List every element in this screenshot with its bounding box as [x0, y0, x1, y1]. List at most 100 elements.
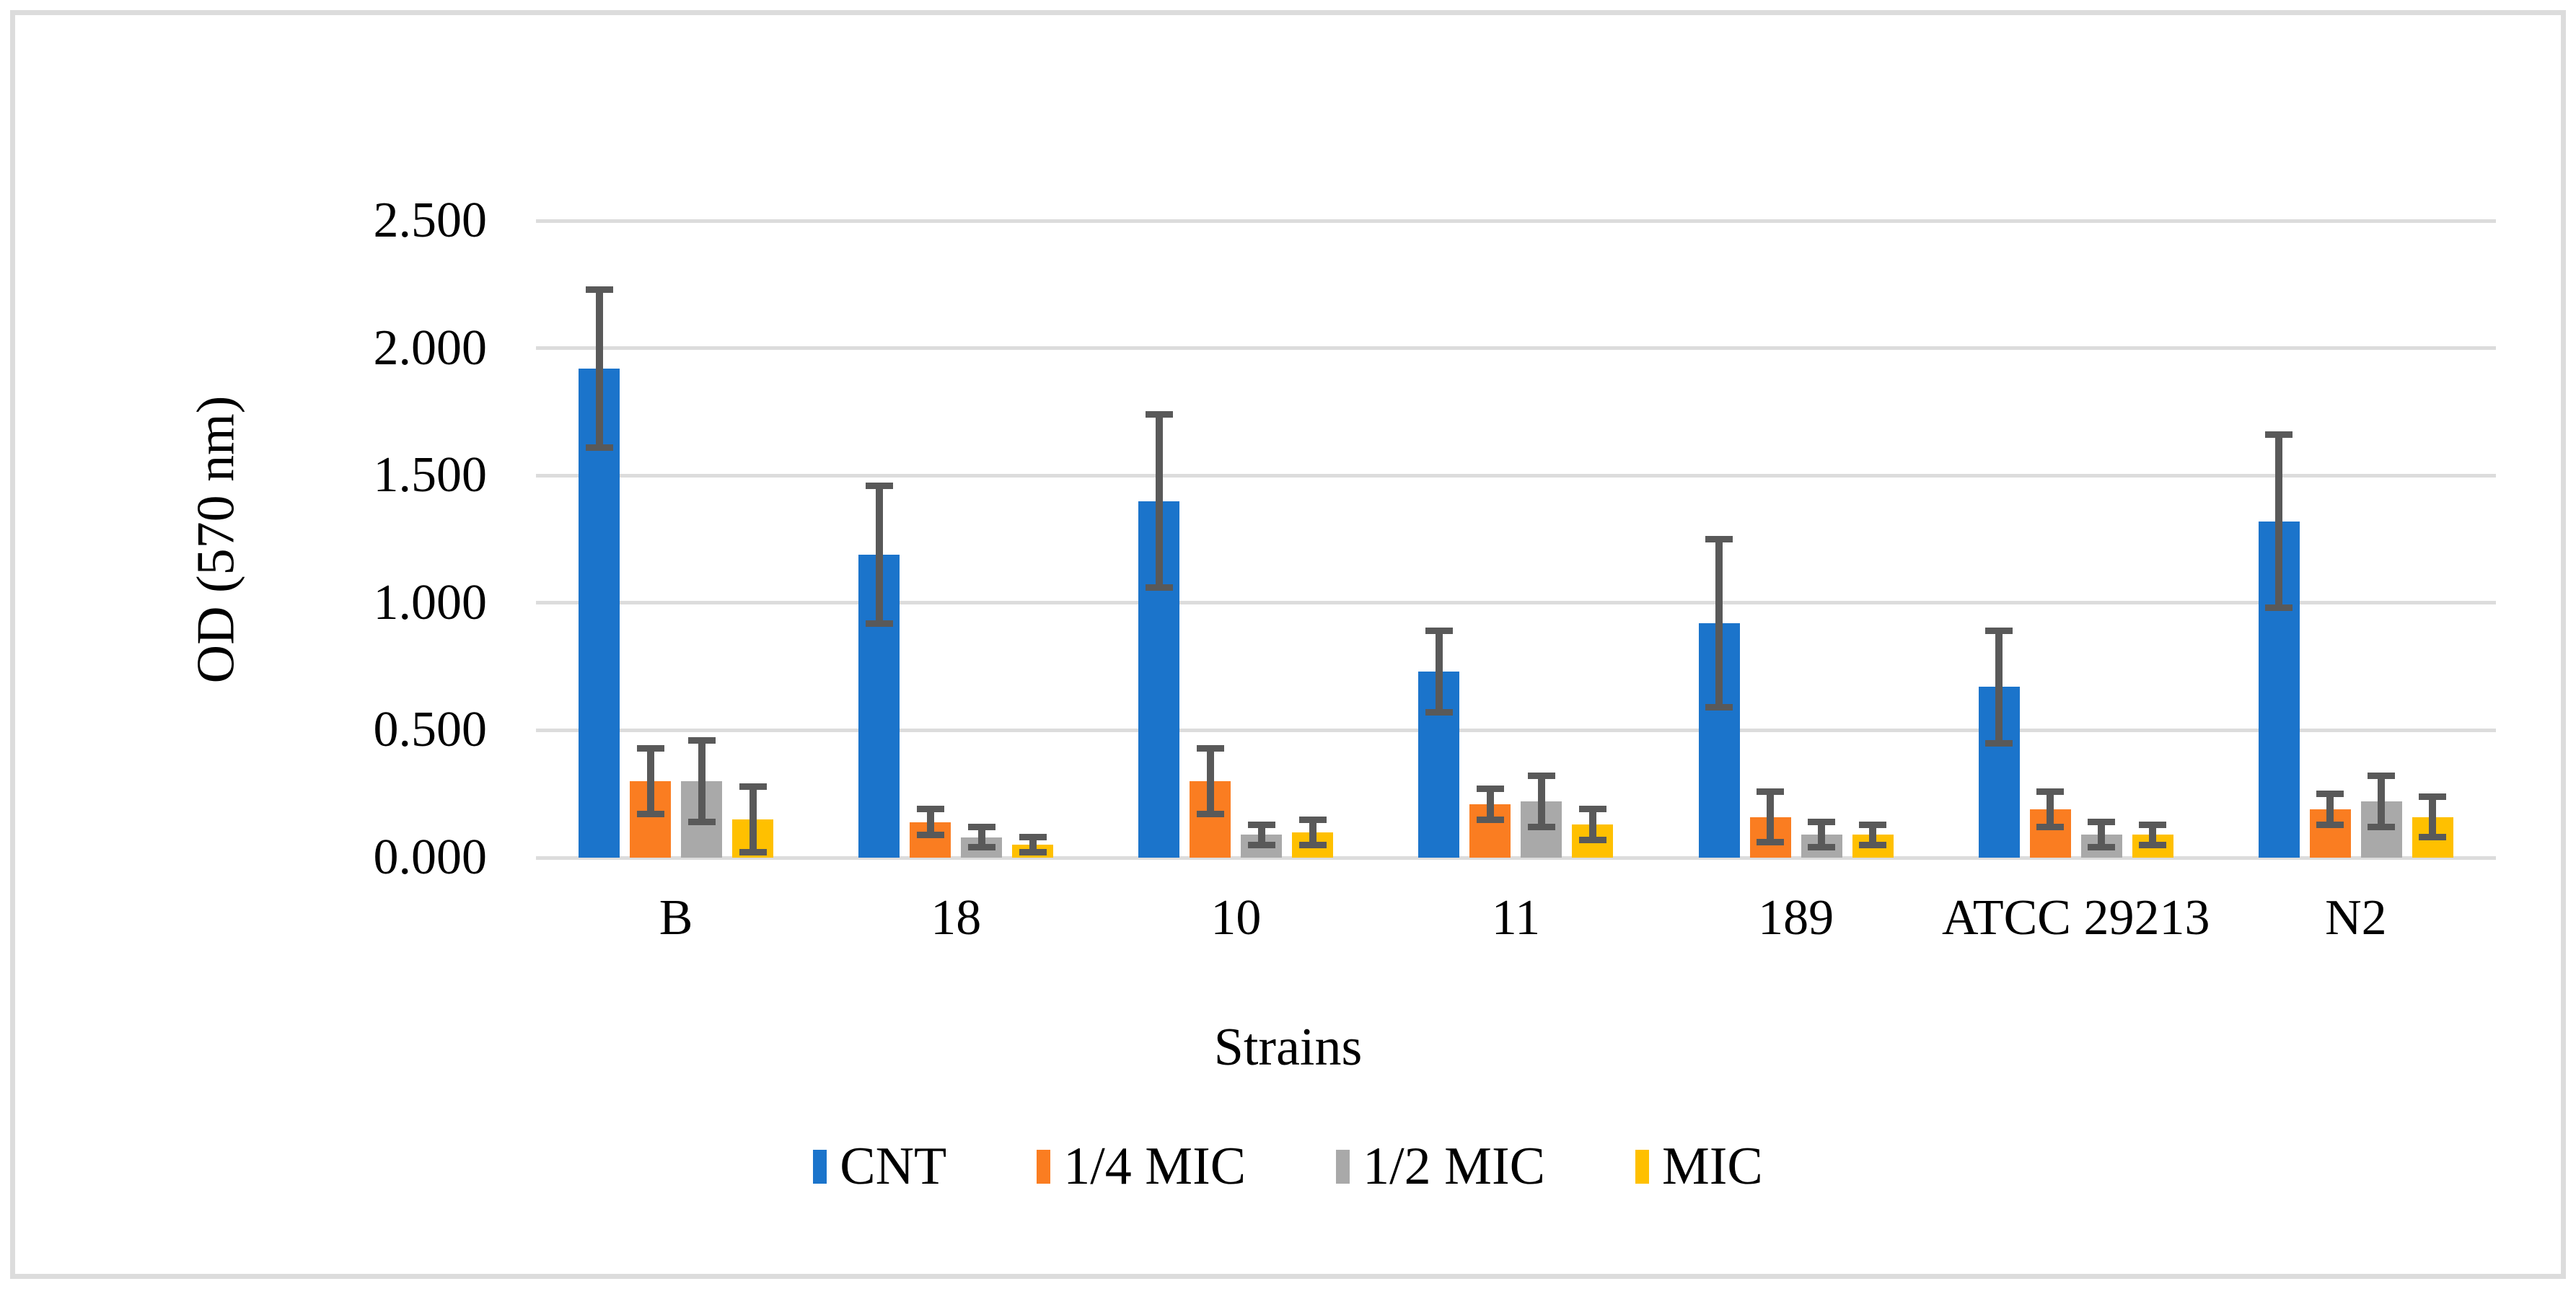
- error-bar: [1309, 819, 1316, 845]
- error-bar-bottom-cap: [739, 849, 767, 856]
- bar-slot: [2029, 221, 2071, 858]
- error-bar: [1206, 748, 1214, 814]
- error-bar: [1155, 414, 1163, 588]
- bar-slot: [681, 221, 723, 858]
- bar-slot: [1012, 221, 1054, 858]
- error-bar-bottom-cap: [2419, 834, 2447, 841]
- bar-slot: [1852, 221, 1894, 858]
- error-bar: [977, 827, 985, 848]
- error-bar-bottom-cap: [1578, 836, 1606, 843]
- error-bar-bottom-cap: [1196, 811, 1224, 818]
- legend-swatch: [1336, 1149, 1350, 1184]
- error-bar-bottom-cap: [2088, 844, 2116, 851]
- error-bar-top-cap: [1196, 744, 1224, 752]
- error-bar-bottom-cap: [1145, 584, 1173, 591]
- legend-label: MIC: [1661, 1137, 1763, 1196]
- error-bar-top-cap: [2139, 821, 2167, 828]
- error-bar: [1767, 791, 1775, 843]
- error-bar: [2378, 776, 2386, 827]
- error-bar-top-cap: [1705, 536, 1733, 542]
- bar-group: [1376, 221, 1656, 858]
- error-bar: [875, 485, 883, 624]
- error-bar-bottom-cap: [967, 844, 995, 851]
- x-category-label: 18: [931, 890, 982, 946]
- error-bar-top-cap: [585, 286, 613, 293]
- error-bar-bottom-cap: [865, 620, 893, 627]
- error-bar: [1435, 630, 1443, 713]
- legend-label: CNT: [840, 1137, 947, 1196]
- error-bar-top-cap: [687, 737, 716, 744]
- x-category-label: 10: [1210, 890, 1262, 946]
- x-axis-category-labels: B 18 10 11 189 ATCC 29213 N2: [536, 893, 2496, 958]
- error-bar: [1588, 809, 1596, 840]
- bar-slot: [579, 221, 620, 858]
- error-bar-top-cap: [2316, 791, 2344, 798]
- y-axis-title: OD (570 nm): [186, 395, 246, 684]
- bar-group: [2216, 221, 2496, 858]
- error-bar-top-cap: [1527, 773, 1555, 780]
- gridline: [536, 473, 2496, 478]
- bar-group: [1936, 221, 2216, 858]
- gridline: [536, 728, 2496, 732]
- error-bar: [1818, 822, 1826, 848]
- bar-slot: [1418, 221, 1460, 858]
- bar-slot: [910, 221, 951, 858]
- bar-slot: [1292, 221, 1334, 858]
- bar-slot: [1978, 221, 2020, 858]
- error-bar: [2275, 434, 2283, 608]
- error-bar-bottom-cap: [1859, 841, 1887, 848]
- y-tick-label: 1.500: [373, 447, 488, 503]
- error-bar-top-cap: [739, 783, 767, 790]
- error-bar-top-cap: [1145, 410, 1173, 418]
- bar-slot: [2132, 221, 2173, 858]
- error-bar-bottom-cap: [1476, 816, 1504, 823]
- x-category-label: ATCC 29213: [1942, 890, 2210, 946]
- y-tick-label: 1.000: [373, 574, 488, 630]
- error-bar-bottom-cap: [687, 819, 716, 826]
- error-bar-top-cap: [2088, 819, 2116, 826]
- bar-slot: [1190, 221, 1231, 858]
- bar-slot: [2258, 221, 2300, 858]
- bar-group: [816, 221, 1096, 858]
- error-bar-bottom-cap: [1298, 841, 1327, 848]
- error-bar-top-cap: [2419, 793, 2447, 800]
- error-bar-bottom-cap: [2265, 604, 2293, 612]
- error-bar: [595, 289, 603, 448]
- error-bar-bottom-cap: [636, 811, 664, 818]
- gridline: [536, 855, 2496, 860]
- plot-area: [536, 219, 2496, 860]
- gridline: [536, 219, 2496, 223]
- legend-swatch: [813, 1149, 827, 1184]
- x-category-label: N2: [2325, 890, 2387, 946]
- bar-slot: [1801, 221, 1842, 858]
- error-bar-bottom-cap: [1705, 704, 1733, 711]
- bar-slot: [2360, 221, 2402, 858]
- legend-item: CNT: [813, 1140, 946, 1193]
- error-bar: [1995, 630, 2003, 744]
- legend: CNT 1/4 MIC 1/2 MIC MIC: [0, 1140, 2576, 1193]
- x-category-label: 11: [1491, 890, 1541, 946]
- error-bar: [646, 748, 654, 814]
- legend-swatch: [1635, 1149, 1649, 1184]
- legend-swatch: [1037, 1149, 1051, 1184]
- y-tick-label: 0.000: [373, 830, 488, 885]
- error-bar-top-cap: [2368, 773, 2396, 780]
- error-bar: [2047, 791, 2054, 827]
- bar-slot: [732, 221, 774, 858]
- error-bar-bottom-cap: [585, 444, 613, 451]
- error-bar-bottom-cap: [1808, 844, 1836, 851]
- error-bar-top-cap: [1578, 806, 1606, 813]
- error-bar: [926, 809, 934, 835]
- bar-slot: [1241, 221, 1283, 858]
- error-bar-bottom-cap: [916, 831, 944, 838]
- error-bar-top-cap: [1985, 628, 2013, 635]
- gridline: [536, 601, 2496, 605]
- bar-slot: [1572, 221, 1614, 858]
- error-bar-bottom-cap: [1527, 824, 1555, 831]
- error-bar-bottom-cap: [2139, 841, 2167, 848]
- error-bar-top-cap: [1476, 786, 1504, 793]
- error-bar-top-cap: [865, 482, 893, 489]
- error-bar: [1029, 837, 1037, 853]
- error-bar-bottom-cap: [1425, 709, 1453, 716]
